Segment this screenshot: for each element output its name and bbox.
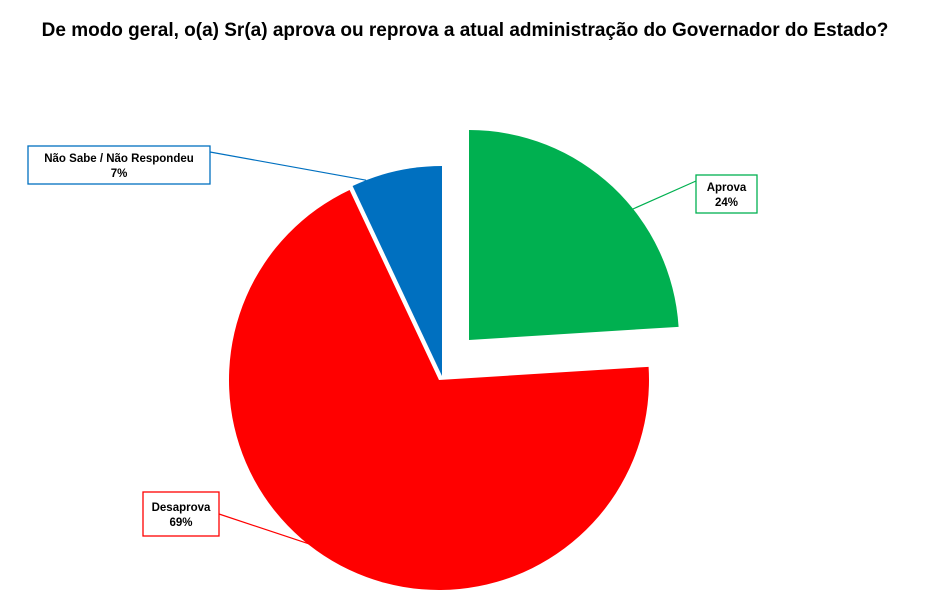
leader-line: [604, 180, 697, 222]
slice-value-label: 7%: [111, 168, 128, 180]
callout-box: [695, 174, 758, 214]
leader-line: [209, 151, 367, 181]
slice-label: Desaprova: [152, 502, 211, 514]
leader-line: [218, 513, 429, 584]
callout-box: [27, 145, 211, 185]
slice-label: Aprova: [707, 182, 747, 194]
chart-title: De modo geral, o(a) Sr(a) aprova ou repr…: [41, 20, 889, 41]
callout-nao-sabe-nao-respondeu: Não Sabe / Não Respondeu 7%: [27, 145, 367, 185]
callout-box: [142, 491, 220, 537]
callout-desaprova: Desaprova 69%: [142, 491, 429, 584]
callout-aprova: Aprova 24%: [604, 174, 758, 222]
slice-value-label: 24%: [715, 197, 738, 209]
slice-value-label: 69%: [169, 517, 192, 529]
pie-slice-nao-sabe-nao-respondeu: [352, 166, 442, 376]
pie-slice-aprova: [469, 130, 679, 340]
pie-slice-desaprova: [229, 189, 650, 590]
slice-label: Não Sabe / Não Respondeu: [44, 153, 194, 165]
